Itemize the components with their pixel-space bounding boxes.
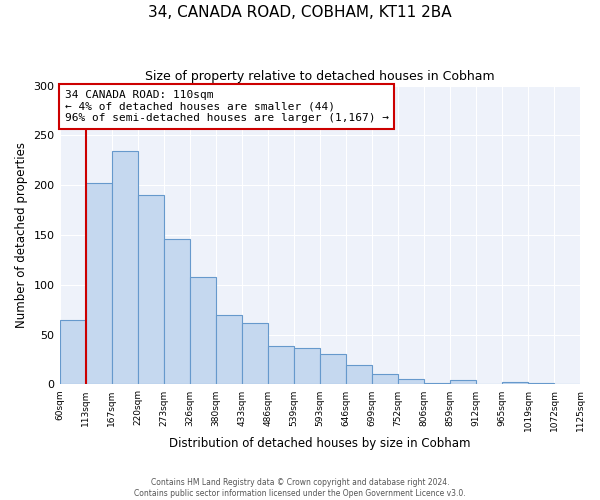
Bar [372,374,398,384]
Title: Size of property relative to detached houses in Cobham: Size of property relative to detached ho… [145,70,495,83]
Bar [59,320,86,384]
Bar [450,380,476,384]
Bar [398,380,424,384]
Bar [242,322,268,384]
Text: 34 CANADA ROAD: 110sqm
← 4% of detached houses are smaller (44)
96% of semi-deta: 34 CANADA ROAD: 110sqm ← 4% of detached … [65,90,389,123]
Bar [137,195,164,384]
Bar [346,364,372,384]
Bar [86,183,112,384]
Bar [190,277,216,384]
Bar [502,382,529,384]
Bar [112,152,137,384]
X-axis label: Distribution of detached houses by size in Cobham: Distribution of detached houses by size … [169,437,471,450]
Bar [320,354,346,384]
Bar [268,346,294,385]
Bar [164,239,190,384]
Text: Contains HM Land Registry data © Crown copyright and database right 2024.
Contai: Contains HM Land Registry data © Crown c… [134,478,466,498]
Bar [216,314,242,384]
Text: 34, CANADA ROAD, COBHAM, KT11 2BA: 34, CANADA ROAD, COBHAM, KT11 2BA [148,5,452,20]
Bar [294,348,320,385]
Y-axis label: Number of detached properties: Number of detached properties [15,142,28,328]
